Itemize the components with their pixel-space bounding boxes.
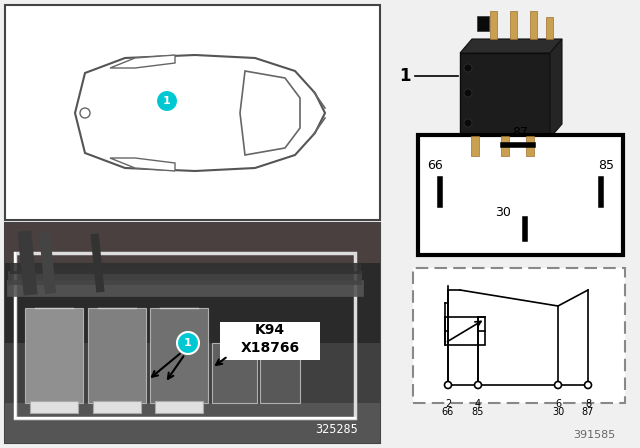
Circle shape <box>80 108 90 118</box>
Circle shape <box>464 119 472 127</box>
Bar <box>5 223 380 263</box>
Bar <box>477 16 489 31</box>
Bar <box>150 308 208 403</box>
Bar <box>220 322 320 360</box>
Text: 30: 30 <box>552 407 564 417</box>
Text: 325285: 325285 <box>316 423 358 436</box>
Text: X18766: X18766 <box>241 341 300 355</box>
Bar <box>93 401 141 413</box>
Text: 66: 66 <box>427 159 443 172</box>
Text: 85: 85 <box>472 407 484 417</box>
PathPatch shape <box>110 158 175 171</box>
Text: 85: 85 <box>598 159 614 172</box>
Circle shape <box>156 90 178 112</box>
Text: 8: 8 <box>585 399 591 409</box>
PathPatch shape <box>110 55 175 68</box>
Bar <box>25 308 83 403</box>
Text: 66: 66 <box>442 407 454 417</box>
Circle shape <box>464 64 472 72</box>
Bar <box>155 401 203 413</box>
Text: 4: 4 <box>475 399 481 409</box>
Bar <box>510 11 517 39</box>
Bar <box>5 343 380 403</box>
Bar <box>5 223 380 443</box>
Circle shape <box>554 382 561 388</box>
Text: 87: 87 <box>512 126 528 139</box>
Text: 87: 87 <box>582 407 594 417</box>
Bar <box>413 268 625 403</box>
Bar <box>15 253 355 418</box>
Bar <box>88 308 146 403</box>
Bar <box>260 343 300 403</box>
Text: 1: 1 <box>184 338 192 348</box>
Bar <box>546 17 553 39</box>
Circle shape <box>584 382 591 388</box>
PathPatch shape <box>75 55 325 171</box>
Bar <box>30 401 78 413</box>
Bar <box>445 317 485 345</box>
Text: K94: K94 <box>255 323 285 337</box>
Bar <box>212 343 257 403</box>
PathPatch shape <box>240 71 300 155</box>
PathPatch shape <box>550 39 562 138</box>
Bar <box>5 5 380 220</box>
Bar <box>471 136 479 156</box>
Text: 6: 6 <box>555 399 561 409</box>
Circle shape <box>445 382 451 388</box>
Bar <box>418 135 623 255</box>
Circle shape <box>474 382 481 388</box>
Bar <box>501 136 509 156</box>
Text: 1: 1 <box>399 67 411 85</box>
PathPatch shape <box>460 39 562 53</box>
Text: 2: 2 <box>445 399 451 409</box>
Circle shape <box>464 89 472 97</box>
Text: 1: 1 <box>163 96 171 106</box>
Text: 30: 30 <box>495 206 511 219</box>
Bar <box>460 53 550 138</box>
Bar <box>490 11 497 39</box>
Text: 391585: 391585 <box>573 430 615 440</box>
Circle shape <box>177 332 199 354</box>
Bar <box>5 263 380 343</box>
Bar <box>5 403 380 443</box>
Bar <box>530 11 537 39</box>
Bar <box>526 136 534 156</box>
